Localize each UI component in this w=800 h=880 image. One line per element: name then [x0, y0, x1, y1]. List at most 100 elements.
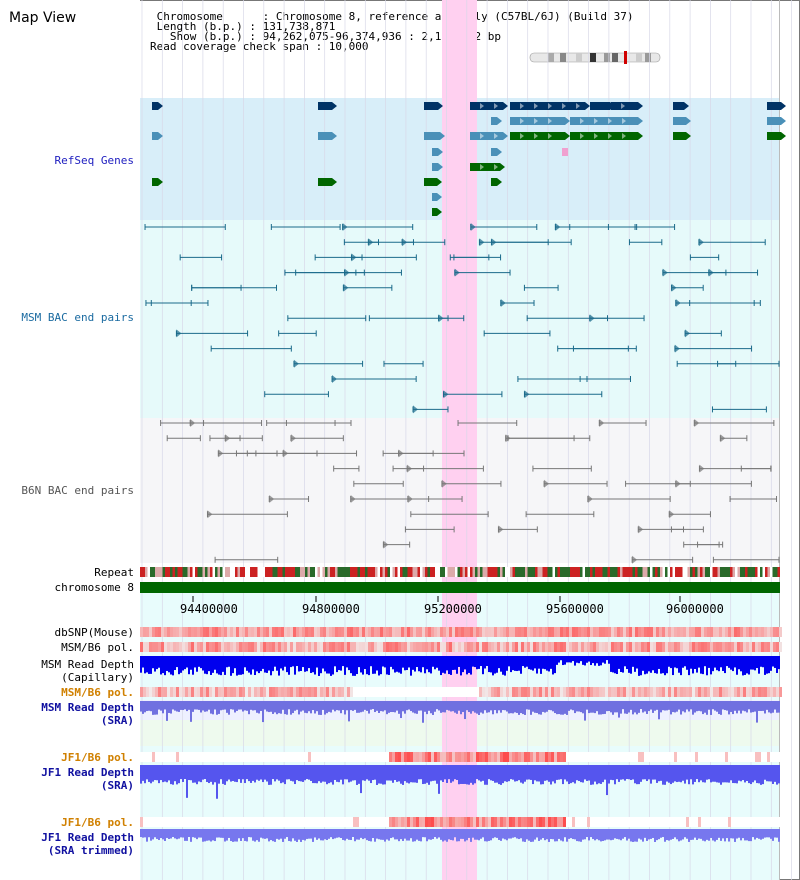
heat-cell: [239, 627, 242, 637]
read-depth-bar: [688, 701, 690, 712]
repeat-feature: [372, 567, 375, 577]
read-depth-bar: [496, 656, 498, 673]
repeat-feature: [560, 567, 563, 577]
track-label-msm-bac[interactable]: MSM BAC end pairs: [21, 311, 134, 324]
heat-cell: [671, 627, 674, 637]
read-depth-bar: [218, 701, 220, 714]
read-depth-bar: [202, 701, 204, 711]
read-depth-bar: [276, 701, 278, 715]
heat-cell: [323, 642, 326, 652]
track-label-jf1-b6-pol2[interactable]: JF1/B6 pol.: [61, 816, 134, 829]
heat-cell: [377, 687, 380, 697]
heat-cell: [278, 752, 281, 762]
read-depth-bar: [320, 656, 322, 674]
heat-cell: [317, 642, 320, 652]
repeat-feature: [530, 567, 533, 577]
heat-cell: [461, 627, 464, 637]
read-depth-bar: [360, 765, 362, 794]
read-depth-bar: [186, 765, 188, 798]
read-depth-bar: [156, 701, 158, 715]
read-depth-bar: [386, 829, 388, 840]
heat-cell: [701, 752, 704, 762]
read-depth-bar: [566, 829, 568, 842]
read-depth-bar: [694, 701, 696, 713]
read-depth-bar: [158, 829, 160, 841]
read-depth-bar: [252, 765, 254, 781]
heat-cell: [227, 817, 230, 827]
track-label-b6n-bac[interactable]: B6N BAC end pairs: [21, 484, 134, 497]
read-depth-bar: [556, 829, 558, 842]
heat-cell: [203, 627, 206, 637]
read-depth-bar: [164, 701, 166, 710]
repeat-feature: [665, 567, 668, 577]
read-depth-bar: [640, 701, 642, 710]
read-depth-bar: [228, 656, 230, 667]
read-depth-bar: [418, 765, 420, 780]
read-depth-bar: [468, 765, 470, 785]
heat-cell: [239, 642, 242, 652]
refseq-gene-arrow: [503, 132, 508, 140]
read-depth-bar: [418, 829, 420, 841]
heat-cell: [197, 627, 200, 637]
read-depth-bar: [586, 765, 588, 781]
track-label-msm-depth-cap[interactable]: MSM Read Depth: [41, 658, 134, 671]
read-depth-bar: [632, 656, 634, 667]
heat-cell: [623, 642, 626, 652]
heat-cell: [365, 817, 368, 827]
heat-cell: [272, 817, 275, 827]
heat-cell: [293, 627, 296, 637]
read-depth-bar: [552, 829, 554, 840]
heat-cell: [380, 642, 383, 652]
read-depth-bar: [358, 656, 360, 668]
track-label-jf1-b6-pol[interactable]: JF1/B6 pol.: [61, 751, 134, 764]
heat-cell: [320, 642, 323, 652]
heat-cell: [275, 627, 278, 637]
read-depth-bar: [476, 701, 478, 714]
heat-cell: [356, 642, 359, 652]
read-depth-bar: [152, 765, 154, 782]
track-label-chromosome[interactable]: chromosome 8: [54, 581, 134, 594]
heat-cell: [506, 817, 509, 827]
heat-cell: [683, 752, 686, 762]
heat-cell: [599, 687, 602, 697]
track-label-refseq[interactable]: RefSeq Genes: [54, 154, 134, 167]
heat-cell: [722, 687, 725, 697]
read-depth-bar: [170, 765, 172, 785]
read-depth-bar: [216, 829, 218, 838]
read-depth-bar: [438, 829, 440, 838]
heat-cell: [170, 752, 173, 762]
heat-cell: [554, 752, 557, 762]
track-label-jf1-trim[interactable]: JF1 Read Depth: [41, 831, 134, 844]
heat-cell: [155, 627, 158, 637]
track-label-dbsnp[interactable]: dbSNP(Mouse): [54, 626, 134, 639]
track-label-repeat[interactable]: Repeat: [94, 566, 134, 579]
read-depth-bar: [658, 765, 660, 782]
read-depth-bar: [670, 656, 672, 669]
heat-cell: [293, 642, 296, 652]
read-depth-bar: [618, 765, 620, 782]
read-depth-bar: [212, 765, 214, 785]
track-label-msm-b6-pol2[interactable]: MSM/B6 pol.: [61, 686, 134, 699]
read-depth-bar: [374, 701, 376, 713]
heat-cell: [731, 627, 734, 637]
read-depth-bar: [382, 829, 384, 840]
heat-cell: [725, 752, 728, 762]
read-depth-bar: [356, 701, 358, 713]
heat-cell: [374, 817, 377, 827]
read-depth-bar: [164, 656, 166, 676]
heat-cell: [236, 817, 239, 827]
heat-cell: [509, 687, 512, 697]
heat-cell: [512, 687, 515, 697]
track-label-jf1-depth[interactable]: JF1 Read Depth: [41, 766, 134, 779]
read-depth-bar: [530, 656, 532, 670]
heat-cell: [155, 752, 158, 762]
heat-cell: [578, 627, 581, 637]
read-depth-bar: [594, 765, 596, 782]
track-label-msm-b6-pol[interactable]: MSM/B6 pol.: [61, 641, 134, 654]
bac-end-arrow: [342, 223, 348, 231]
read-depth-bar: [632, 701, 634, 715]
read-depth-bar: [556, 656, 558, 665]
track-label-msm-depth-sra[interactable]: MSM Read Depth: [41, 701, 134, 714]
heat-cell: [494, 752, 497, 762]
